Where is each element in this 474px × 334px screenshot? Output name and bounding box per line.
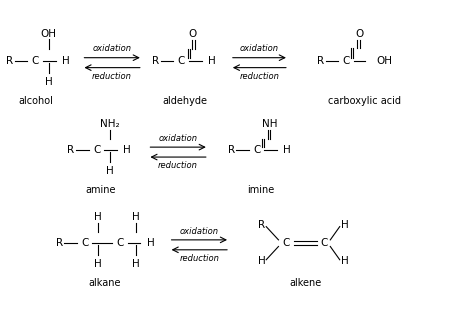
Text: R: R [228, 145, 235, 155]
Text: reduction: reduction [92, 72, 132, 81]
Text: imine: imine [247, 185, 274, 195]
Text: R: R [67, 145, 74, 155]
Text: H: H [283, 145, 291, 155]
Text: H: H [208, 56, 216, 66]
Text: oxidation: oxidation [159, 134, 198, 143]
Text: alkane: alkane [89, 278, 121, 288]
Text: reduction: reduction [179, 254, 219, 263]
Text: oxidation: oxidation [92, 44, 132, 53]
Text: alkene: alkene [289, 278, 321, 288]
Text: OH: OH [376, 56, 392, 66]
Text: amine: amine [85, 185, 116, 195]
Text: R: R [317, 56, 324, 66]
Text: R: R [258, 220, 265, 230]
Text: O: O [188, 29, 196, 39]
Text: H: H [341, 257, 348, 267]
Text: C: C [81, 238, 89, 248]
Text: reduction: reduction [239, 72, 279, 81]
Text: H: H [94, 259, 102, 269]
Text: R: R [6, 56, 13, 66]
Text: R: R [55, 238, 63, 248]
Text: H: H [45, 77, 53, 87]
Text: H: H [132, 259, 139, 269]
Text: OH: OH [40, 29, 56, 39]
Text: H: H [62, 56, 70, 66]
Text: H: H [132, 212, 139, 222]
Text: H: H [146, 238, 154, 248]
Text: H: H [257, 257, 265, 267]
Text: H: H [123, 145, 131, 155]
Text: aldehyde: aldehyde [163, 96, 208, 106]
Text: NH₂: NH₂ [100, 119, 119, 129]
Text: oxidation: oxidation [240, 44, 279, 53]
Text: oxidation: oxidation [180, 226, 219, 235]
Text: NH: NH [262, 119, 278, 129]
Text: R: R [152, 56, 159, 66]
Text: C: C [117, 238, 124, 248]
Text: H: H [106, 166, 114, 176]
Text: H: H [94, 212, 102, 222]
Text: C: C [343, 56, 350, 66]
Text: O: O [356, 29, 364, 39]
Text: C: C [253, 145, 261, 155]
Text: carboxylic acid: carboxylic acid [328, 96, 401, 106]
Text: reduction: reduction [158, 161, 198, 170]
Text: C: C [93, 145, 100, 155]
Text: alcohol: alcohol [18, 96, 53, 106]
Text: C: C [178, 56, 185, 66]
Text: C: C [32, 56, 39, 66]
Text: C: C [283, 238, 290, 248]
Text: H: H [341, 220, 348, 230]
Text: C: C [320, 238, 328, 248]
